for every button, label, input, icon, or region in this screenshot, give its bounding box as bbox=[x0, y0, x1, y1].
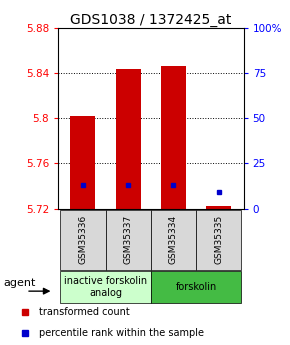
Bar bbox=[116, 69, 141, 209]
FancyBboxPatch shape bbox=[60, 272, 151, 303]
FancyBboxPatch shape bbox=[151, 272, 241, 303]
Bar bbox=[161, 66, 186, 209]
Title: GDS1038 / 1372425_at: GDS1038 / 1372425_at bbox=[70, 12, 231, 27]
Text: GSM35335: GSM35335 bbox=[214, 215, 223, 264]
Text: inactive forskolin
analog: inactive forskolin analog bbox=[64, 276, 147, 298]
Bar bbox=[206, 206, 231, 209]
FancyBboxPatch shape bbox=[106, 210, 151, 269]
Text: agent: agent bbox=[3, 278, 35, 288]
Text: percentile rank within the sample: percentile rank within the sample bbox=[39, 328, 204, 338]
Text: transformed count: transformed count bbox=[39, 307, 129, 317]
Bar bbox=[70, 116, 95, 209]
FancyBboxPatch shape bbox=[196, 210, 241, 269]
Text: forskolin: forskolin bbox=[175, 282, 217, 292]
Text: GSM35337: GSM35337 bbox=[124, 215, 133, 264]
FancyBboxPatch shape bbox=[151, 210, 196, 269]
FancyBboxPatch shape bbox=[60, 210, 106, 269]
Text: GSM35336: GSM35336 bbox=[78, 215, 87, 264]
Text: GSM35334: GSM35334 bbox=[169, 215, 178, 264]
